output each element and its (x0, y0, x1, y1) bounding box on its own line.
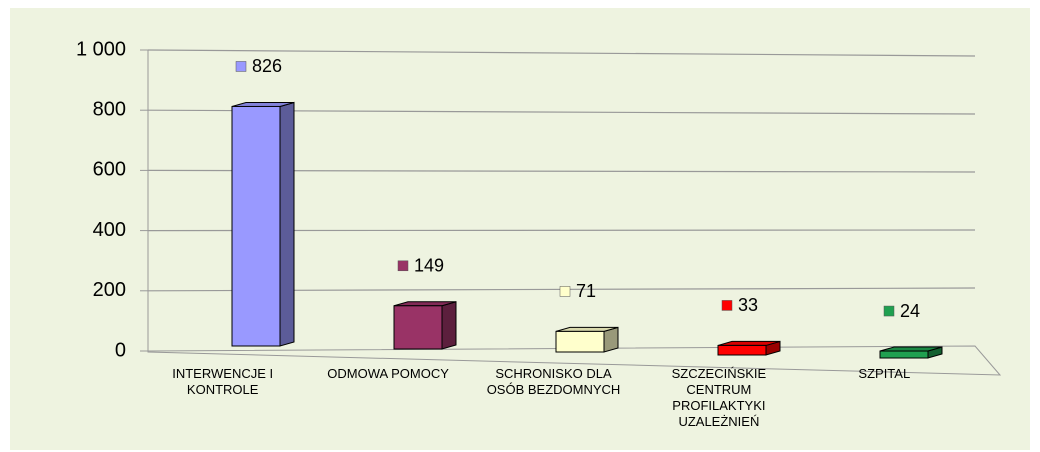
grid-line (147, 49, 976, 57)
data-label: 71 (576, 281, 596, 301)
x-tick-label: SZPITAL (858, 366, 911, 381)
y-tick-label: 1 000 (76, 38, 126, 60)
y-tick-label: 0 (115, 339, 126, 361)
bar (717, 344, 767, 356)
data-label: 33 (738, 295, 758, 315)
label-key (397, 260, 409, 272)
bar (879, 350, 929, 359)
bar-side (441, 301, 457, 350)
bar-side (279, 101, 295, 347)
label-key (883, 305, 895, 317)
x-tick-label: INTERWENCJE I KONTROLE (172, 366, 274, 397)
label-key (559, 286, 571, 297)
bar (393, 305, 443, 350)
y-tick-label: 600 (93, 159, 126, 181)
x-tick-label: ODMOWA POMOCY (327, 366, 449, 381)
y-tick-label: 200 (93, 279, 126, 301)
bar (555, 330, 605, 353)
x-tick-label: SZCZECIŃSKIE CENTRUM PROFILAKTYKI UZALEŻ… (671, 366, 767, 429)
x-tick-label: SCHRONISKO DLA OSÓB BEZDOMNYCH (486, 366, 621, 397)
data-label: 826 (252, 56, 282, 76)
y-tick-label: 800 (93, 98, 126, 120)
panel (10, 8, 1030, 450)
label-key (235, 61, 247, 72)
bar (231, 105, 281, 347)
data-label: 24 (900, 301, 920, 321)
label-key (721, 300, 733, 311)
data-label: 149 (414, 256, 444, 276)
y-tick-label: 400 (93, 219, 126, 241)
